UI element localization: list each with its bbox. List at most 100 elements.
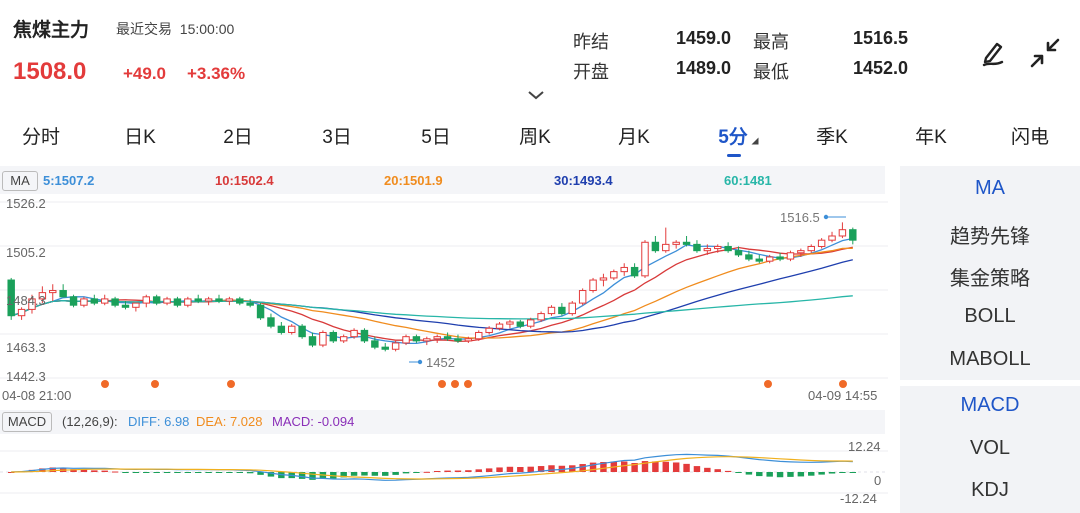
macd-histogram-bar bbox=[672, 462, 680, 472]
candle-body bbox=[693, 243, 701, 252]
stat-label-open: 开盘 bbox=[573, 62, 609, 82]
candle-body bbox=[526, 319, 535, 327]
tab-dropdown-caret-icon[interactable] bbox=[751, 137, 759, 145]
ma5-value: 5:1507.2 bbox=[43, 173, 95, 188]
candle-body bbox=[807, 245, 815, 252]
candle-body bbox=[443, 336, 452, 340]
candle bbox=[204, 296, 213, 306]
candle-body bbox=[797, 250, 805, 254]
macd-diff-line bbox=[11, 453, 853, 481]
candle-body bbox=[599, 277, 608, 281]
candle bbox=[391, 340, 400, 352]
macd-indicator-tag[interactable]: MACD bbox=[2, 412, 52, 432]
macd-histogram-bar bbox=[818, 472, 825, 475]
macd-histogram-bar bbox=[683, 463, 690, 472]
candle bbox=[69, 294, 78, 308]
event-marker-dot bbox=[839, 380, 847, 388]
candle bbox=[475, 330, 483, 341]
candle-body bbox=[641, 241, 649, 277]
candle bbox=[49, 284, 57, 302]
tab-5-min[interactable]: 5分 bbox=[718, 127, 748, 148]
macd-histogram-bar bbox=[101, 470, 108, 472]
candle bbox=[589, 277, 597, 293]
macd-histogram-bar bbox=[246, 472, 254, 474]
tab-fenshi[interactable]: 分时 bbox=[21, 127, 60, 148]
candle-body bbox=[194, 298, 202, 302]
instrument-name: 焦煤主力 bbox=[13, 20, 90, 41]
candle bbox=[630, 263, 639, 278]
candlestick-chart[interactable]: 1516.5 1452 bbox=[0, 194, 888, 406]
candle-body bbox=[714, 245, 722, 250]
macd-histogram-bar bbox=[704, 467, 711, 472]
candle-body bbox=[132, 302, 140, 308]
sidebar-item-vol[interactable]: VOL bbox=[969, 437, 1011, 459]
time-axis-start: 04-08 21:00 bbox=[2, 388, 72, 403]
candle-body bbox=[308, 336, 317, 346]
candle bbox=[610, 269, 618, 281]
macd-histogram-bar bbox=[371, 472, 379, 476]
stat-label-high: 最高 bbox=[753, 32, 789, 52]
tab-quarterly-k[interactable]: 季K bbox=[816, 127, 848, 148]
macd-chart[interactable] bbox=[0, 435, 888, 509]
candle-body bbox=[49, 290, 57, 294]
tab-flash[interactable]: 闪电 bbox=[1010, 127, 1049, 148]
indicator-sidebar: MA 趋势先锋 集金策略 BOLL MABOLL MACD VOL KDJ bbox=[900, 166, 1080, 513]
pen-draw-icon[interactable] bbox=[978, 36, 1008, 68]
sidebar-item-jijin-strategy[interactable]: 集金策略 bbox=[950, 268, 1030, 290]
ma20-value: 20:1501.9 bbox=[384, 173, 443, 188]
tab-5-day[interactable]: 5日 bbox=[421, 127, 451, 148]
candle bbox=[765, 254, 774, 264]
candle-body bbox=[246, 302, 254, 306]
candle-body bbox=[745, 254, 753, 260]
stat-value-prev-settle: 1459.0 bbox=[676, 28, 732, 48]
candle-body bbox=[225, 298, 234, 302]
candle-body bbox=[703, 248, 712, 252]
candle-body bbox=[620, 266, 628, 273]
sidebar-item-macd[interactable]: MACD bbox=[960, 394, 1020, 416]
candle bbox=[724, 242, 732, 253]
candle bbox=[734, 246, 743, 257]
candle bbox=[90, 294, 99, 306]
candle bbox=[703, 244, 712, 255]
chevron-down-icon[interactable] bbox=[527, 90, 545, 100]
macd-histogram-bar bbox=[485, 468, 493, 472]
macd-histogram-bar bbox=[267, 472, 275, 477]
tab-yearly-k[interactable]: 年K bbox=[915, 127, 947, 148]
candle bbox=[443, 332, 452, 341]
tab-2-day[interactable]: 2日 bbox=[223, 127, 253, 148]
candle-body bbox=[329, 331, 338, 342]
macd-histogram-bar bbox=[111, 471, 119, 473]
candle bbox=[807, 244, 815, 253]
tab-weekly-k[interactable]: 周K bbox=[519, 127, 551, 148]
macd-histogram-bar bbox=[558, 465, 566, 472]
tab-daily-k[interactable]: 日K bbox=[124, 127, 156, 148]
macd-histogram-bar bbox=[444, 470, 451, 472]
event-markers bbox=[101, 380, 847, 388]
candle-body bbox=[80, 298, 88, 306]
collapse-arrows-icon[interactable] bbox=[1029, 37, 1061, 69]
sidebar-item-maboll[interactable]: MABOLL bbox=[949, 348, 1031, 370]
event-marker-dot bbox=[151, 380, 159, 388]
macd-histogram-bar bbox=[849, 472, 857, 473]
candle-body bbox=[173, 298, 182, 306]
candle-body bbox=[350, 329, 358, 338]
candle bbox=[558, 303, 566, 316]
macd-histogram-bar bbox=[413, 472, 420, 473]
macd-axis-zero: 0 bbox=[874, 473, 882, 488]
candle-body bbox=[786, 252, 795, 260]
sidebar-item-boll[interactable]: BOLL bbox=[964, 305, 1016, 327]
ma-indicator-tag[interactable]: MA bbox=[2, 171, 38, 191]
high-annotation: 1516.5 bbox=[780, 210, 846, 225]
sidebar-item-kdj[interactable]: KDJ bbox=[971, 479, 1009, 501]
candle bbox=[495, 321, 504, 331]
candle bbox=[547, 305, 556, 316]
tab-3-day[interactable]: 3日 bbox=[322, 127, 352, 148]
candle-body bbox=[17, 308, 26, 317]
candle-body bbox=[817, 239, 826, 247]
sidebar-item-trend-pioneer[interactable]: 趋势先锋 bbox=[950, 226, 1030, 248]
sidebar-item-ma[interactable]: MA bbox=[975, 177, 1005, 199]
candle bbox=[786, 250, 795, 262]
tab-monthly-k[interactable]: 月K bbox=[618, 127, 650, 148]
candle bbox=[537, 311, 545, 322]
candle-body bbox=[28, 298, 36, 310]
